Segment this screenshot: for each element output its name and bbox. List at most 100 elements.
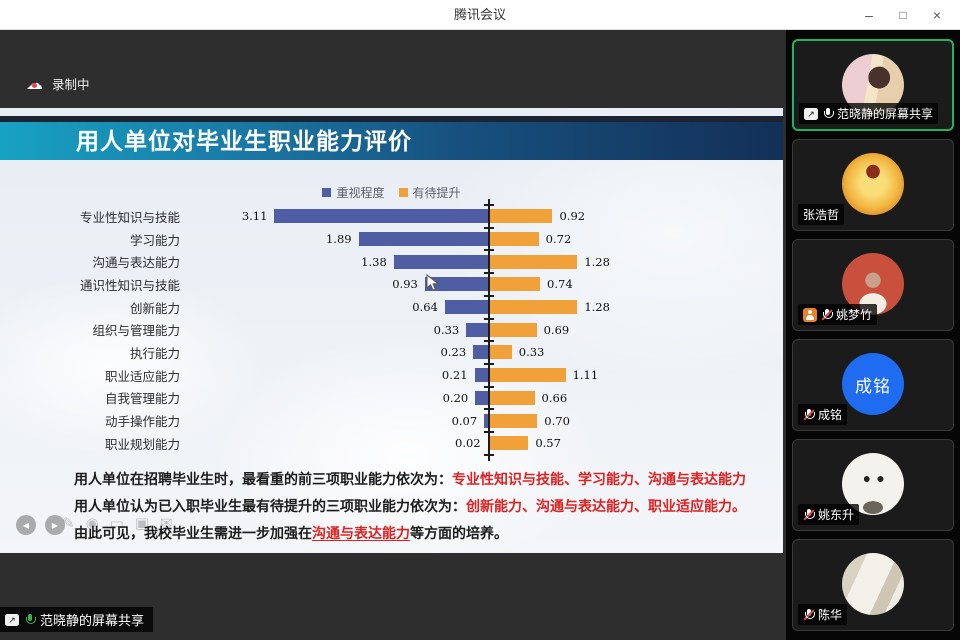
bar-importance bbox=[475, 390, 489, 405]
category-label: 学习能力 bbox=[129, 232, 180, 248]
chart-zero-axis bbox=[484, 199, 494, 461]
slide-summary-text: 用人单位在招聘毕业生时，最看重的前三项职业能力依次为：专业性知识与技能、学习能力… bbox=[74, 469, 764, 550]
participant-tile[interactable]: 范晓静的屏幕共享 bbox=[792, 39, 954, 131]
participant-name: 陈华 bbox=[818, 608, 843, 622]
chart-row: 组织与管理能力 0.33 0.69 bbox=[0, 318, 783, 341]
minimize-icon[interactable]: – bbox=[865, 7, 873, 23]
bar-importance bbox=[473, 345, 489, 360]
close-icon[interactable]: × bbox=[932, 7, 942, 23]
value-label-improvement: 0.92 bbox=[559, 209, 586, 224]
category-label: 创新能力 bbox=[129, 300, 180, 316]
value-label-improvement: 0.33 bbox=[518, 345, 545, 360]
chart-row: 创新能力 0.64 1.28 bbox=[0, 296, 783, 319]
summary-line-3: 由此可见，我校毕业生需进一步加强在沟通与表达能力等方面的培养。 bbox=[74, 525, 508, 541]
prev-slide-icon: ◀ bbox=[16, 515, 36, 535]
microphone-muted-icon bbox=[802, 508, 815, 521]
comment-icon: ✉ bbox=[160, 515, 173, 532]
share-badge-label: 范晓静的屏幕共享 bbox=[40, 613, 145, 628]
axis-tick bbox=[484, 362, 494, 365]
axis-tick bbox=[484, 226, 494, 229]
value-label-importance: 0.07 bbox=[451, 413, 478, 428]
category-label: 通识性知识与技能 bbox=[79, 277, 180, 293]
microphone-muted-icon bbox=[802, 608, 815, 621]
category-label: 组织与管理能力 bbox=[92, 323, 180, 339]
value-label-improvement: 0.72 bbox=[545, 232, 572, 247]
chart-rows: 专业性知识与技能 3.11 0.92 学习能力 1.89 0.72 沟通与表达能力 1.38 1… bbox=[0, 205, 783, 455]
summary-line-1: 用人单位在招聘毕业生时，最看重的前三项职业能力依次为：专业性知识与技能、学习能力… bbox=[74, 471, 746, 487]
window-title: 腾讯会议 bbox=[453, 7, 506, 22]
axis-tick bbox=[484, 431, 494, 433]
category-label: 职业适应能力 bbox=[104, 368, 180, 384]
value-label-importance: 0.33 bbox=[433, 322, 460, 337]
chart-row: 自我管理能力 0.20 0.66 bbox=[0, 387, 783, 410]
participant-name: 成铭 bbox=[818, 408, 843, 422]
chart-legend: 重视程度 有待提升 bbox=[0, 184, 783, 201]
bar-improvement bbox=[489, 277, 541, 292]
value-label-improvement: 0.69 bbox=[543, 322, 570, 337]
axis-tick bbox=[484, 385, 494, 388]
whiteboard-icon: ▣ bbox=[134, 515, 150, 532]
participant-name-label: 姚东升 bbox=[798, 504, 860, 525]
value-label-importance: 0.02 bbox=[455, 436, 481, 451]
bar-importance bbox=[474, 368, 489, 383]
axis-tick bbox=[484, 204, 494, 206]
participant-avatar: 成铭 bbox=[842, 353, 904, 415]
screen-share-icon bbox=[804, 107, 818, 120]
screen-share-status-badge: 范晓静的屏幕共享 bbox=[0, 607, 154, 632]
participant-avatar bbox=[842, 553, 904, 615]
value-label-importance: 0.21 bbox=[441, 368, 468, 383]
chart-row: 学习能力 1.89 0.72 bbox=[0, 228, 783, 251]
laser-icon: ◉ bbox=[85, 515, 99, 532]
participant-tile[interactable]: 陈华 bbox=[792, 539, 954, 631]
screen-share-icon bbox=[5, 613, 19, 626]
participant-name: 姚梦竹 bbox=[836, 308, 873, 322]
recording-label: 录制中 bbox=[52, 78, 90, 92]
legend-swatch-orange bbox=[398, 188, 408, 197]
mouse-cursor bbox=[426, 274, 440, 291]
annotation-tools-faint: ✎ ◉ ▭ ▣ ✉ bbox=[62, 514, 173, 532]
category-label: 动手操作能力 bbox=[104, 414, 180, 430]
chart-row: 执行能力 0.23 0.33 bbox=[0, 341, 783, 364]
value-label-importance: 0.64 bbox=[412, 300, 438, 315]
participant-tile[interactable]: 成铭 成铭 bbox=[792, 339, 954, 431]
bar-improvement bbox=[489, 254, 578, 269]
microphone-icon bbox=[822, 107, 834, 120]
bar-improvement bbox=[489, 322, 537, 337]
participant-name-label: 陈华 bbox=[798, 604, 848, 625]
value-label-importance: 3.11 bbox=[241, 209, 268, 224]
value-label-improvement: 0.74 bbox=[547, 277, 573, 292]
bar-improvement bbox=[489, 436, 529, 451]
participant-tile[interactable]: 姚梦竹 bbox=[792, 239, 954, 331]
axis-tick bbox=[484, 408, 494, 411]
participant-tile[interactable]: 张浩哲 bbox=[792, 139, 954, 231]
value-label-importance: 1.89 bbox=[325, 232, 352, 247]
chart-row: 职业适应能力 0.21 1.11 bbox=[0, 364, 783, 387]
maximize-icon[interactable]: □ bbox=[899, 8, 907, 22]
value-label-importance: 0.23 bbox=[440, 345, 467, 360]
participant-name: 范晓静的屏幕共享 bbox=[837, 107, 934, 121]
bar-importance bbox=[274, 209, 489, 224]
participant-avatar bbox=[842, 153, 904, 215]
value-label-importance: 1.38 bbox=[361, 254, 387, 269]
axis-tick bbox=[484, 294, 494, 297]
value-label-improvement: 1.11 bbox=[572, 368, 599, 383]
recording-indicator: ☁ 录制中 bbox=[26, 74, 90, 93]
pen-icon: ✎ bbox=[62, 515, 75, 532]
slide-title-banner: 用人单位对毕业生职业能力评价 bbox=[0, 116, 783, 160]
chart-row: 专业性知识与技能 3.11 0.92 bbox=[0, 205, 783, 228]
bar-improvement bbox=[489, 413, 538, 428]
participant-name-label: 张浩哲 bbox=[798, 204, 845, 225]
participant-name-label: 范晓静的屏幕共享 bbox=[799, 103, 939, 124]
value-label-improvement: 0.70 bbox=[544, 413, 570, 428]
axis-tick bbox=[484, 453, 494, 456]
chart-row: 沟通与表达能力 1.38 1.28 bbox=[0, 250, 783, 273]
participant-tile[interactable]: 姚东升 bbox=[792, 439, 954, 531]
legend-item-importance: 重视程度 bbox=[322, 184, 385, 201]
bar-improvement bbox=[489, 368, 566, 383]
summary-line-2: 用人单位认为已入职毕业生最有待提升的三项职业能力依次为：创新能力、沟通与表达能力… bbox=[74, 498, 746, 514]
chart-row: 动手操作能力 0.07 0.70 bbox=[0, 409, 783, 432]
category-label: 职业规划能力 bbox=[104, 436, 180, 452]
bar-importance bbox=[444, 300, 489, 315]
category-label: 自我管理能力 bbox=[104, 391, 180, 407]
